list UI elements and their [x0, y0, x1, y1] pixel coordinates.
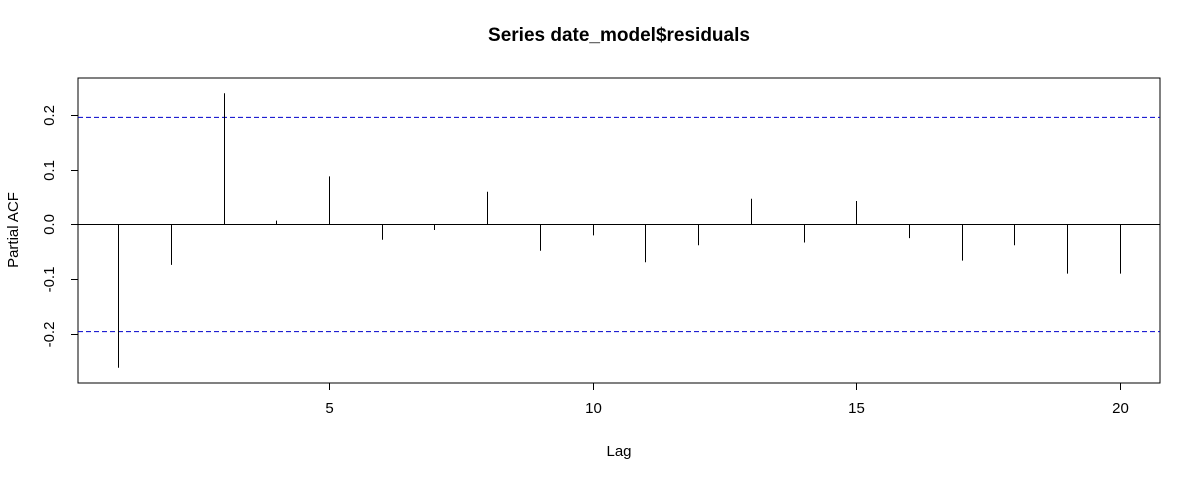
y-axis: -0.2 -0.1 0.0 0.1 0.2 [41, 105, 78, 347]
x-tick-label-20: 20 [1112, 400, 1129, 417]
chart-title: Series date_model$residuals [488, 25, 750, 46]
y-tick-label--0.2: -0.2 [41, 322, 58, 348]
y-axis-label: Partial ACF [5, 192, 22, 268]
plot-frame [77, 77, 1161, 384]
y-tick-label--0.1: -0.1 [41, 267, 58, 293]
plot-area [78, 93, 1160, 368]
x-tick-label-10: 10 [585, 400, 602, 417]
x-axis: 5 10 15 20 [325, 383, 1129, 417]
x-tick-label-5: 5 [325, 400, 333, 417]
x-axis-label: Lag [606, 443, 631, 460]
y-tick-label-0.2: 0.2 [41, 105, 58, 126]
y-tick-label-0.0: 0.0 [41, 214, 58, 235]
y-tick-label-0.1: 0.1 [41, 160, 58, 181]
x-tick-label-15: 15 [848, 400, 865, 417]
